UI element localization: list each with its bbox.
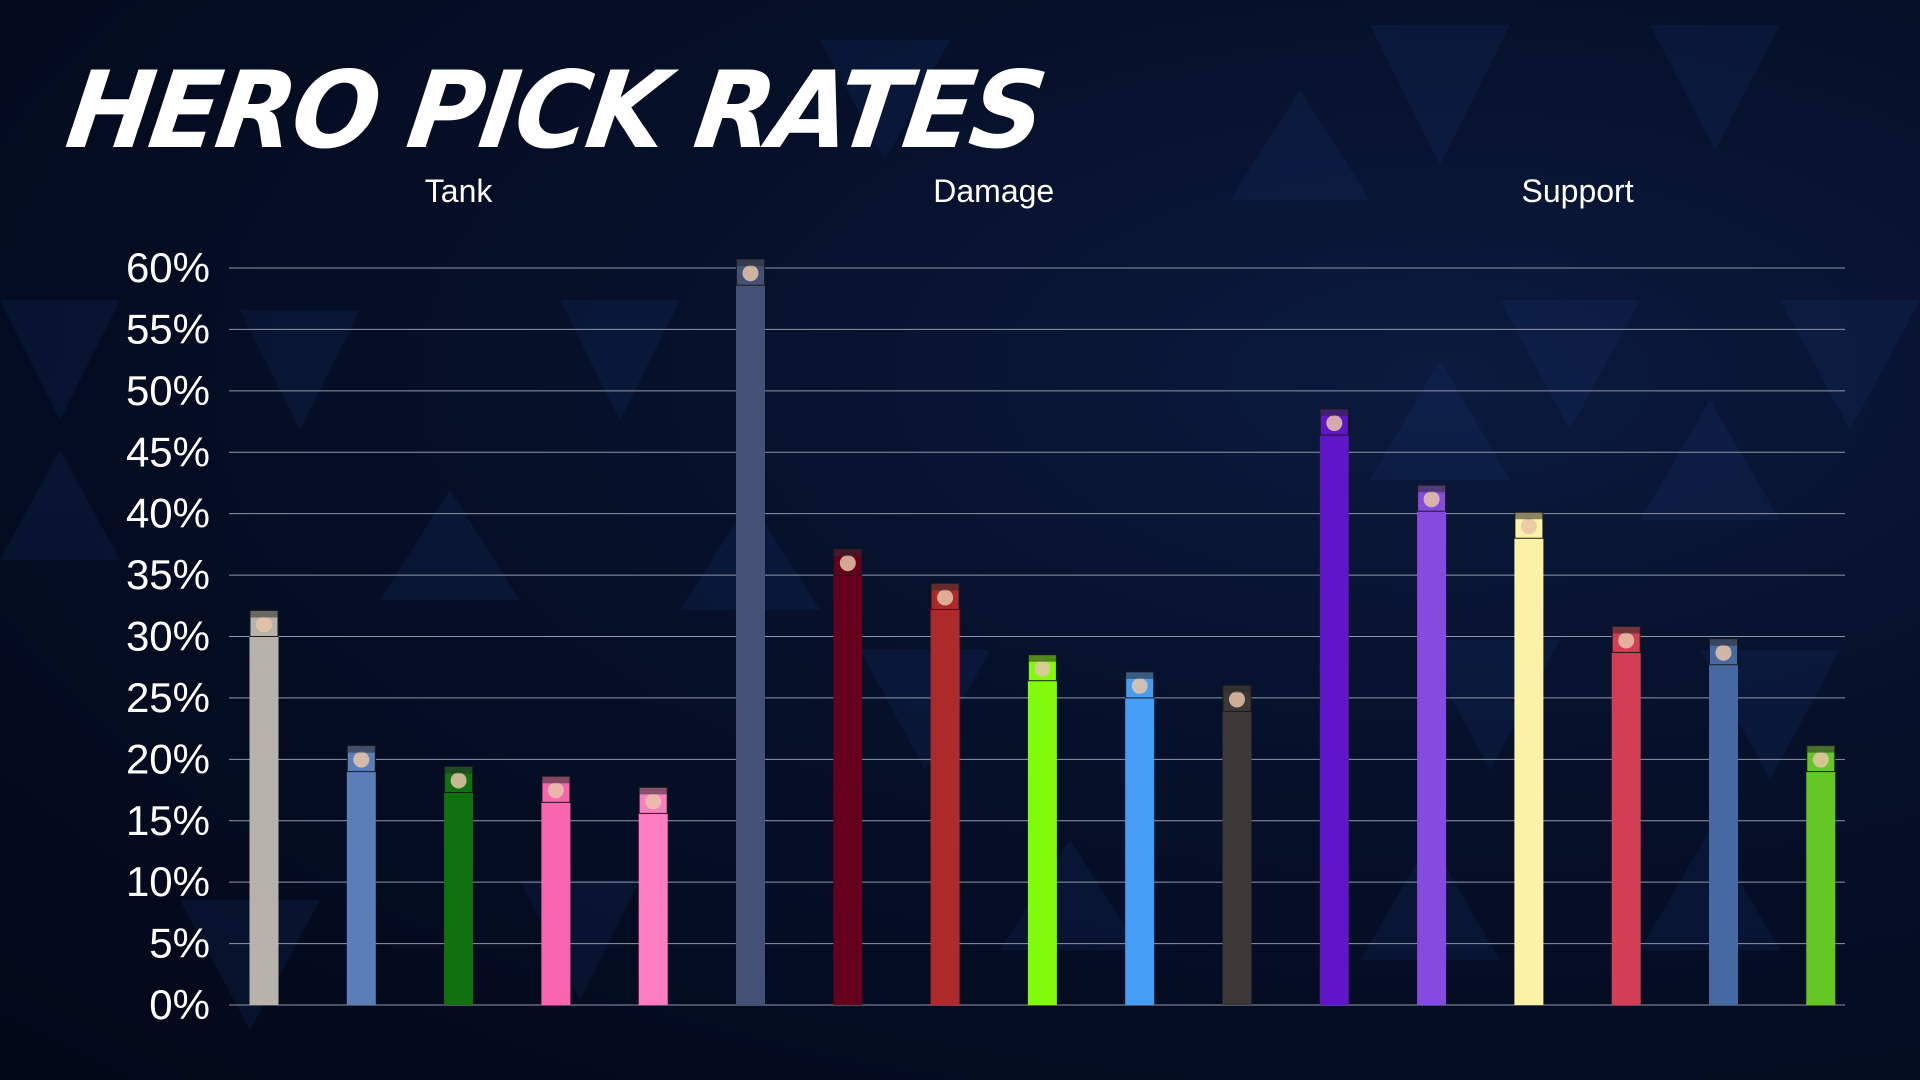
bar	[930, 609, 960, 1005]
tracer-portrait-icon	[1125, 671, 1155, 699]
reinhardt-portrait-icon	[249, 610, 279, 637]
mercy-portrait-icon	[1514, 511, 1544, 539]
bar	[1806, 771, 1836, 1005]
bar	[833, 575, 863, 1005]
bar	[1027, 680, 1057, 1005]
y-tick-label: 60%	[126, 244, 210, 291]
y-axis-tick-labels: 0% 5% 10% 15% 20% 25% 30% 35% 40% 45% 50% 55% 60%	[126, 244, 210, 1028]
dva-portrait-icon	[541, 775, 571, 803]
y-tick-label: 5%	[149, 920, 210, 967]
bar	[1222, 711, 1252, 1005]
group-label-tank: Tank	[425, 173, 494, 209]
moira-portrait-icon	[1417, 484, 1447, 512]
y-tick-label: 25%	[126, 674, 210, 721]
group-label-damage: Damage	[933, 173, 1054, 209]
bar	[444, 792, 474, 1005]
ashe-portrait-icon	[1222, 684, 1252, 712]
bar	[736, 285, 765, 1005]
y-tick-label: 45%	[126, 428, 210, 475]
y-tick-label: 50%	[126, 367, 210, 414]
bars	[249, 285, 1836, 1005]
orisa-portrait-icon	[346, 745, 376, 773]
bar	[638, 813, 668, 1005]
y-tick-label: 15%	[126, 797, 210, 844]
bar	[541, 802, 571, 1005]
reaper-portrait-icon	[833, 548, 863, 576]
bar	[1417, 511, 1447, 1005]
bar	[1125, 697, 1155, 1005]
y-tick-label: 0%	[149, 981, 210, 1028]
y-tick-label: 20%	[126, 735, 210, 782]
lucio-portrait-icon	[1806, 745, 1836, 773]
y-tick-label: 30%	[126, 613, 210, 660]
y-tick-label: 55%	[126, 305, 210, 352]
bar	[1709, 664, 1738, 1005]
bar	[1319, 435, 1349, 1005]
hero-portraits	[249, 258, 1836, 814]
bar	[346, 771, 376, 1005]
bar	[1611, 652, 1641, 1005]
genji-portrait-icon	[1027, 654, 1057, 682]
group-labels: Tank Damage Support	[425, 173, 1634, 209]
y-tick-label: 10%	[126, 858, 210, 905]
ana-portrait-icon	[1319, 408, 1349, 436]
baptiste-portrait-icon	[1611, 625, 1641, 653]
group-label-support: Support	[1522, 173, 1634, 209]
zenyatta-portrait-icon	[1709, 638, 1738, 666]
bar	[249, 636, 279, 1005]
wrecking-ball-portrait-icon	[444, 765, 474, 793]
y-tick-label: 40%	[126, 490, 210, 537]
y-tick-label: 35%	[126, 551, 210, 598]
widowmaker-portrait-icon	[736, 258, 765, 286]
mccree-portrait-icon	[930, 582, 960, 610]
zarya-portrait-icon	[638, 786, 668, 814]
bar	[1514, 538, 1544, 1005]
